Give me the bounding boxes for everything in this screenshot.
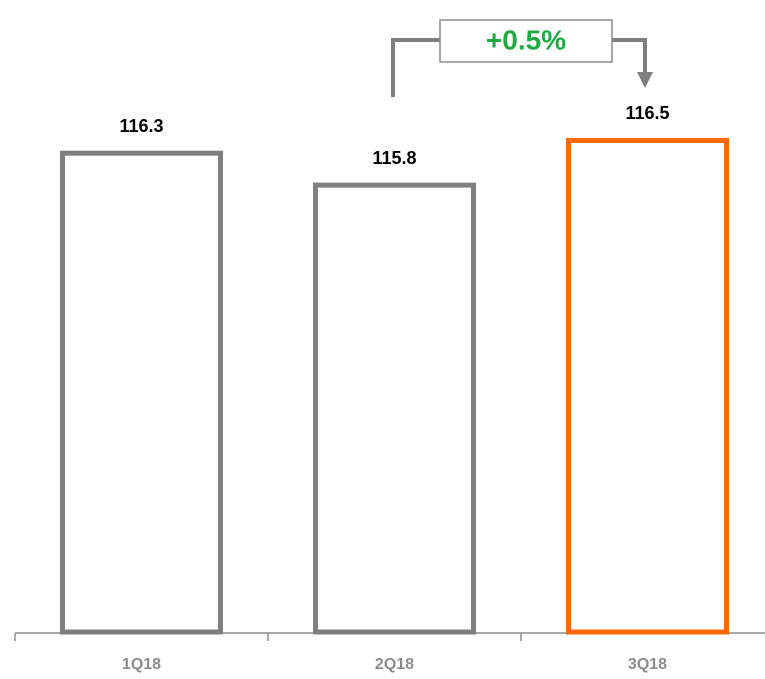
bar xyxy=(60,150,223,635)
bracket-line xyxy=(612,38,647,74)
bar xyxy=(566,137,729,635)
value-label: 115.8 xyxy=(372,148,416,168)
x-tick-label: 1Q18 xyxy=(122,656,161,673)
value-label: 116.5 xyxy=(625,103,669,123)
annotation-box xyxy=(439,19,613,63)
bracket-line xyxy=(391,38,440,97)
value-label: 116.3 xyxy=(119,116,163,136)
x-tick-label: 3Q18 xyxy=(628,656,667,673)
bar xyxy=(313,182,476,635)
bracket-arrow xyxy=(637,72,653,88)
x-tick-label: 2Q18 xyxy=(375,656,414,673)
annotation: +0.5% xyxy=(486,24,566,55)
change-bracket: +0.5% xyxy=(391,19,653,97)
